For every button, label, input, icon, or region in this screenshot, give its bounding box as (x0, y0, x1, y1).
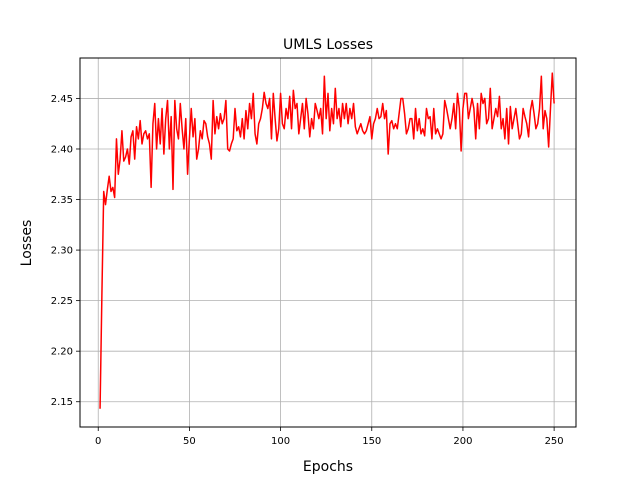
y-axis-label: Losses (19, 220, 35, 267)
y-tick-label: 2.45 (51, 94, 73, 105)
plot-frame (79, 57, 577, 428)
x-axis-ticks: 0 50 100 150 200 250 (95, 427, 564, 447)
x-tick-label: 50 (183, 436, 196, 447)
x-tick-label: 150 (362, 436, 381, 447)
x-tick-label: 200 (453, 436, 472, 447)
y-tick-label: 2.25 (51, 296, 73, 307)
y-tick-label: 2.20 (51, 347, 73, 358)
x-tick-label: 250 (545, 436, 564, 447)
series-layer (99, 72, 555, 409)
x-tick-label: 100 (271, 436, 290, 447)
x-tick-label: 0 (95, 436, 101, 447)
y-tick-label: 2.15 (51, 397, 73, 408)
y-axis-ticks: 2.15 2.20 2.25 2.30 2.35 2.40 2.45 (51, 94, 80, 408)
y-tick-label: 2.35 (51, 195, 73, 206)
y-tick-label: 2.40 (51, 144, 73, 155)
loss-series-line (99, 72, 555, 409)
y-tick-label: 2.30 (51, 246, 73, 257)
chart-title: UMLS Losses (283, 37, 373, 53)
x-axis-label: Epochs (303, 459, 353, 475)
